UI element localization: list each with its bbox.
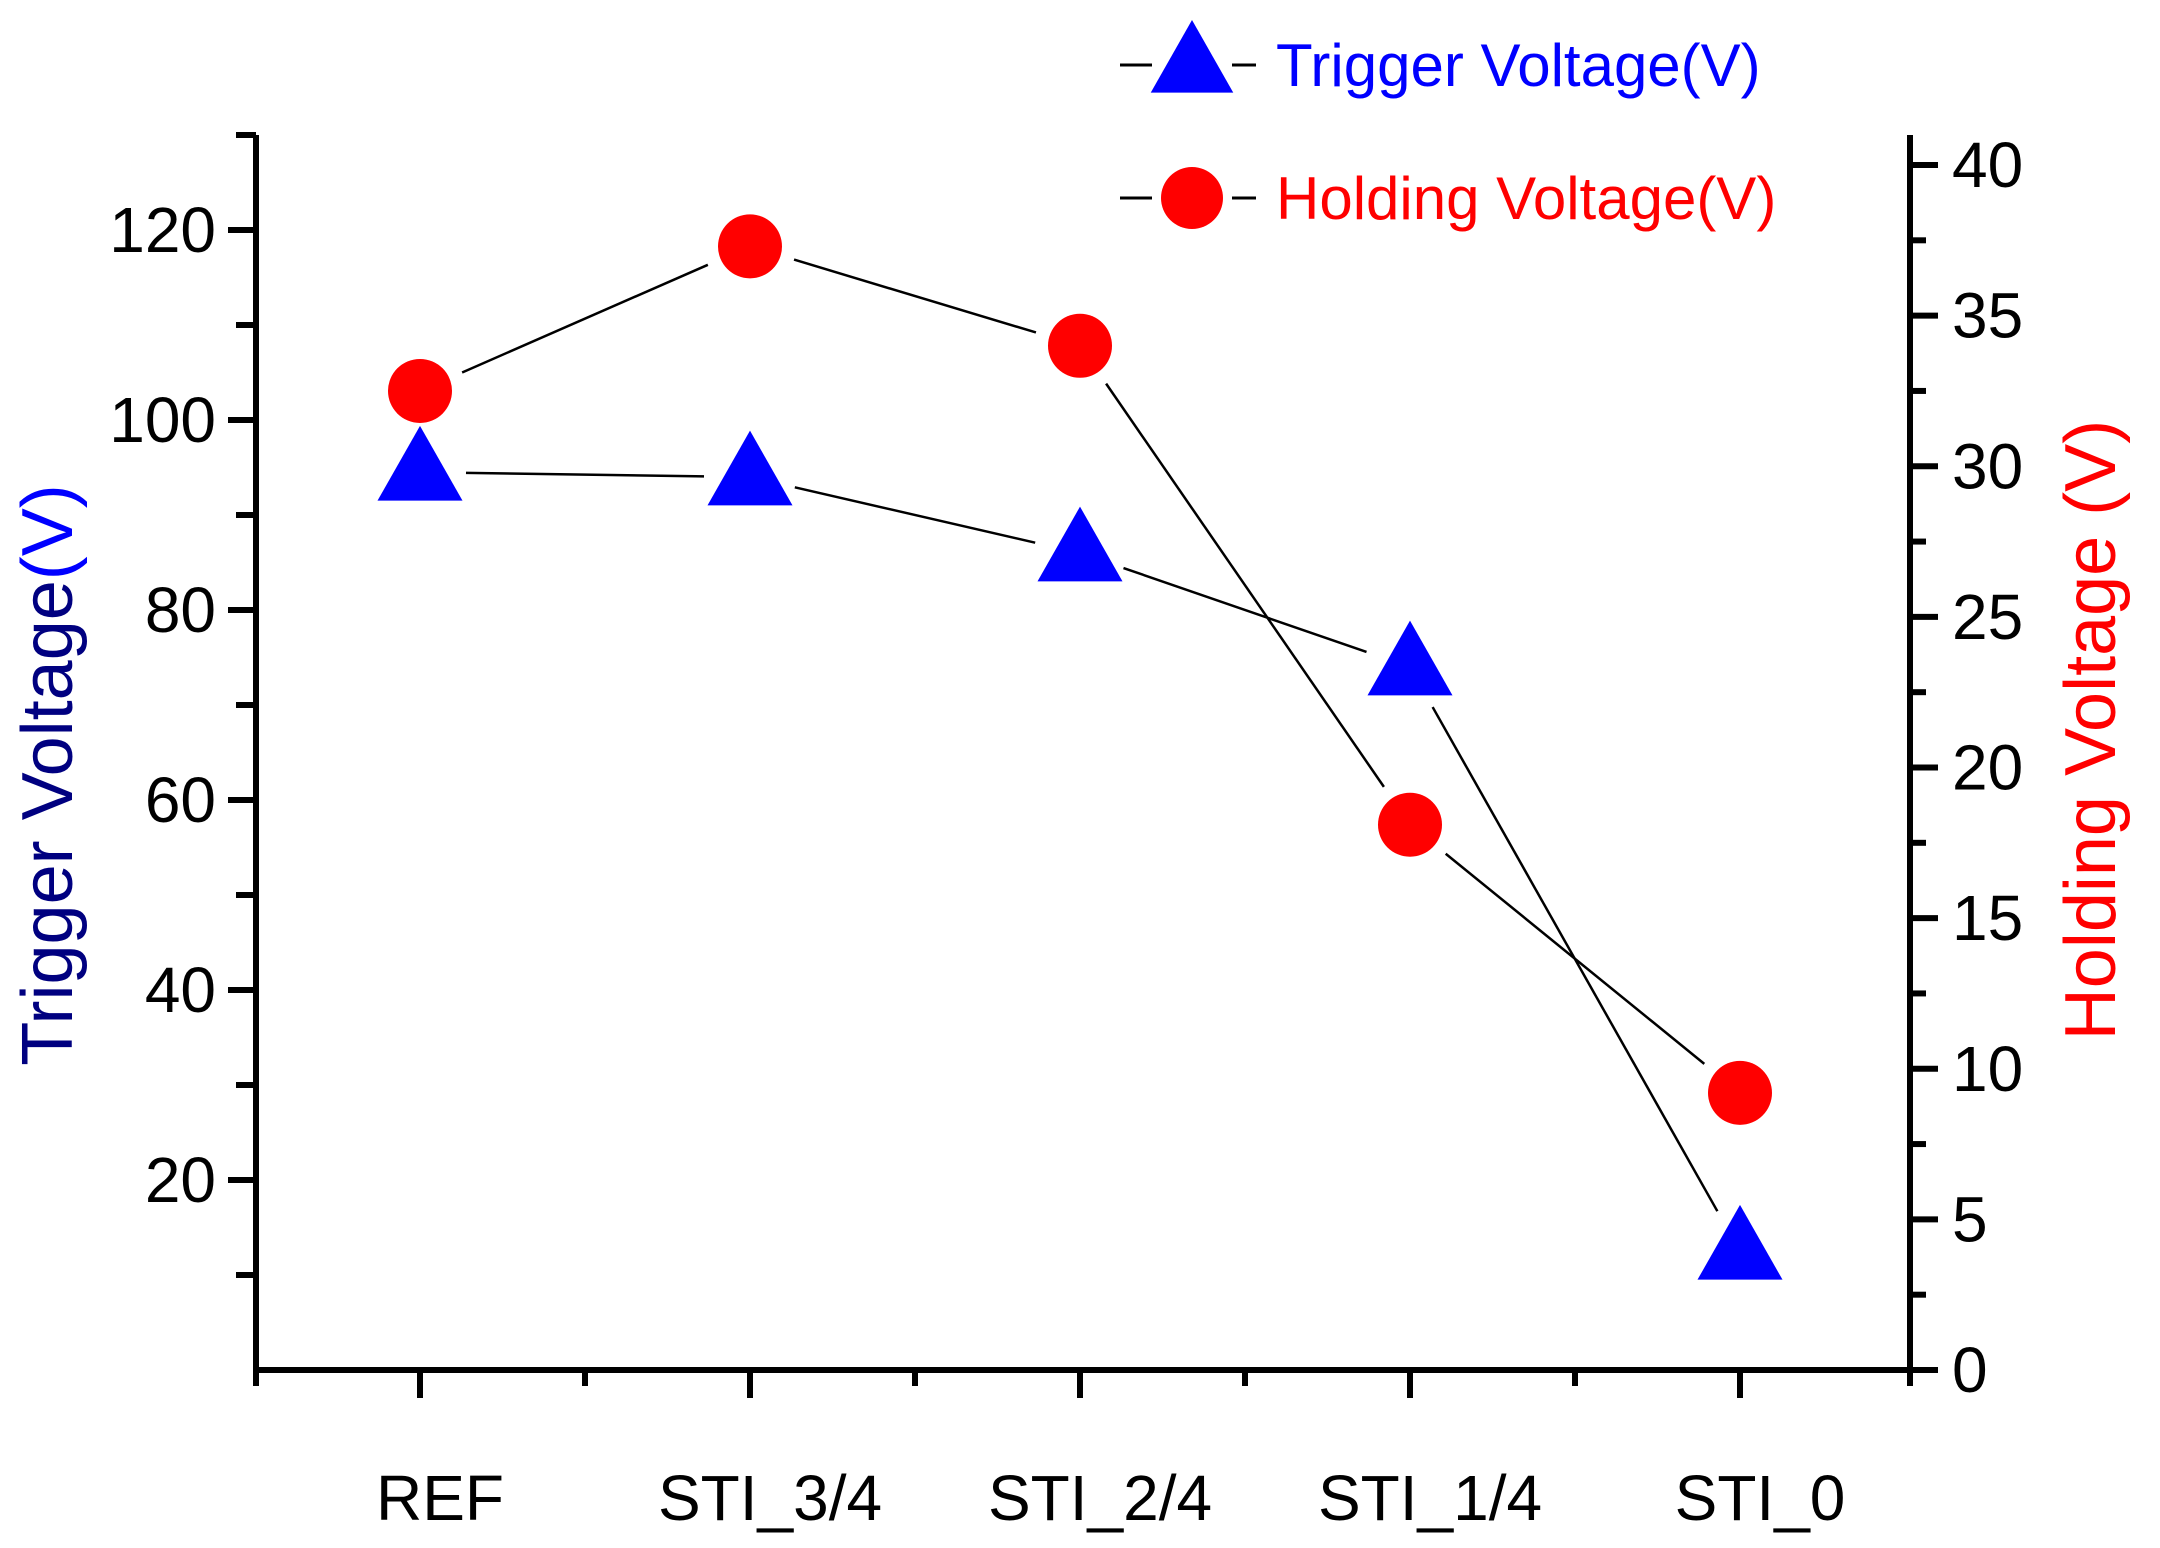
x-tick-label: STI_1/4 [1318,1462,1542,1534]
trigger-line-segment [1123,566,1367,654]
series-lines [461,258,1719,1212]
x-tick-label: STI_3/4 [658,1462,882,1534]
right-tick-label: 40 [1952,129,2023,201]
right-tick-label: 25 [1952,581,2023,653]
holding-line-segment [1105,382,1385,788]
right-axis-label: Holding Voltage (V) [2051,420,2131,1040]
holding-point [1048,313,1112,378]
x-tick-label: REF [376,1462,504,1534]
holding-line-segment [793,258,1037,334]
left-tick-label: 100 [109,384,216,456]
x-tick-label: STI_2/4 [988,1462,1212,1534]
holding-point [1708,1060,1772,1125]
left-tick-label: 20 [145,1144,216,1216]
left-tick-label: 120 [109,194,216,266]
left-tick-label: 40 [145,954,216,1026]
right-tick-label: 30 [1952,430,2023,502]
trigger-point [707,430,793,506]
right-tick-label: 0 [1952,1334,1988,1406]
left-axis-label: Trigger Voltage(V) [8,484,88,1066]
right-tick-label: 15 [1952,882,2023,954]
legend-trigger-label: Trigger Voltage(V) [1276,32,1761,99]
holding-line-segment [461,263,709,374]
trigger-line-segment [794,486,1036,544]
holding-point [1378,792,1442,857]
left-axis-label-unit: (V) [8,484,88,580]
trigger-point [1037,506,1123,582]
right-tick-label: 20 [1952,732,2023,804]
holding-point [388,358,452,423]
right-tick-label: 10 [1952,1033,2023,1105]
legend-trigger-marker [1150,19,1234,93]
holding-line-segment [1444,852,1706,1065]
right-tick-label: 35 [1952,280,2023,352]
axes: 20 40 60 80 100 120 0 5 10 15 20 25 30 35 40 REF STI_3/4… [109,129,2023,1534]
left-tick-label: 80 [145,574,216,646]
holding-point [718,214,782,279]
left-axis-label-main: Trigger Voltage [8,580,88,1066]
axis-labels: Trigger Voltage(V) Holding Voltage (V) [8,420,2131,1066]
trigger-point [377,425,463,501]
trigger-point [1367,620,1453,696]
x-tick-label: STI_0 [1675,1462,1846,1534]
series-markers [377,214,1783,1280]
legend: Trigger Voltage(V) Holding Voltage(V) [1120,19,1776,232]
left-tick-label: 60 [145,764,216,836]
legend-holding-marker [1161,167,1223,229]
trigger-point [1697,1204,1783,1280]
trigger-line-segment [465,471,705,478]
right-tick-label: 5 [1952,1183,1988,1255]
legend-holding-label: Holding Voltage(V) [1276,165,1776,232]
